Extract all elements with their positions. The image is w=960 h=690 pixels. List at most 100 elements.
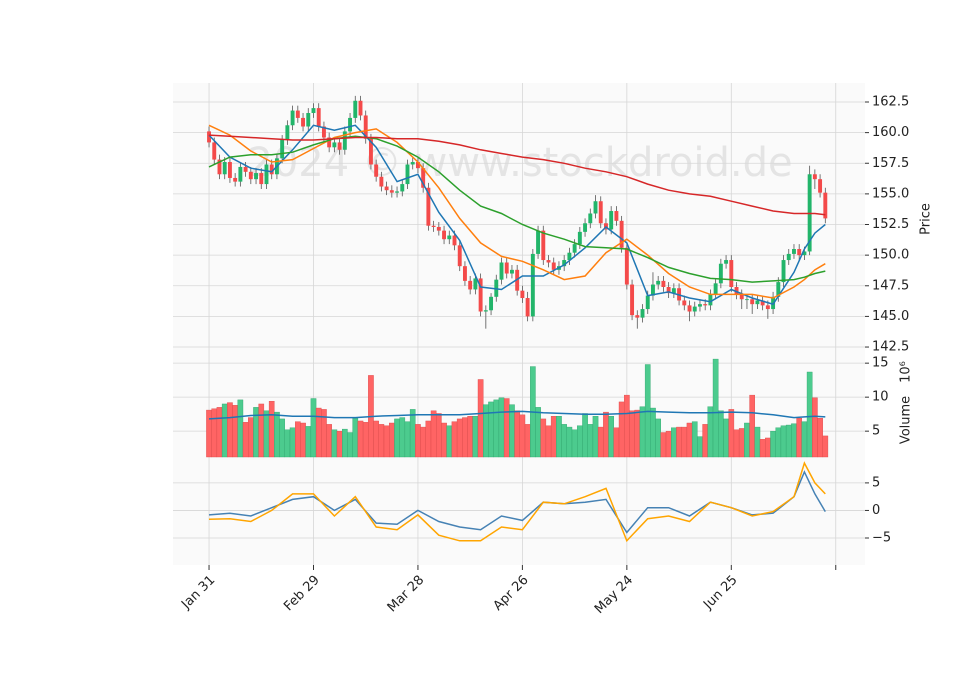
volume-bar <box>556 416 562 458</box>
volume-bar <box>582 413 588 458</box>
candle-body <box>421 168 426 188</box>
moving-average-line <box>208 124 826 299</box>
candle-body <box>254 173 258 180</box>
candle-body <box>666 287 671 294</box>
candle-body <box>818 179 823 193</box>
volume-bar <box>352 418 359 458</box>
volume-bar <box>707 406 714 458</box>
volume-bar <box>357 420 364 458</box>
volume-bar <box>216 407 223 458</box>
candle-body <box>635 315 640 318</box>
volume-bar <box>399 417 406 458</box>
candle-body <box>739 294 744 300</box>
volume-bar <box>441 422 447 458</box>
volume-bar <box>498 397 505 458</box>
candle-body <box>212 142 217 160</box>
candle-body <box>645 295 650 310</box>
volume-bar <box>561 424 567 458</box>
candle-body <box>745 299 749 301</box>
candle-body <box>562 260 567 267</box>
candle-body <box>729 260 734 287</box>
candle-body <box>509 269 514 274</box>
volume-bar <box>566 426 573 458</box>
volume-bar <box>618 401 625 458</box>
volume-bar <box>718 410 724 458</box>
volume-bar <box>780 425 787 458</box>
volume-bar <box>331 429 338 458</box>
candle-body <box>661 280 666 287</box>
volume-bar <box>749 394 756 458</box>
candle-body <box>321 126 326 138</box>
candle-body <box>718 263 723 284</box>
volume-bar <box>237 399 244 458</box>
volume-bar <box>728 409 735 458</box>
volume-bar <box>639 406 646 458</box>
volume-bar <box>519 414 526 458</box>
volume-bar <box>347 432 353 458</box>
volume-bar <box>248 417 254 458</box>
volume-bar <box>723 418 729 458</box>
candle-body <box>337 142 342 150</box>
x-tick-label: Jun 25 <box>700 573 740 613</box>
volume-bar <box>796 418 803 458</box>
volume-bar <box>415 424 421 458</box>
candle-body <box>207 131 211 143</box>
candle-body <box>410 162 415 165</box>
volume-bar <box>456 418 463 458</box>
volume-bar <box>451 421 458 458</box>
candle-body <box>536 230 541 254</box>
volume-average-line <box>208 410 826 420</box>
candle-body <box>290 110 295 126</box>
candle-body <box>698 304 702 307</box>
volume-bar <box>467 416 473 458</box>
volume-bar <box>206 409 212 458</box>
x-tick-label: Jan 31 <box>178 573 218 613</box>
candle-body <box>248 171 253 180</box>
volume-bar <box>603 411 609 458</box>
volume-bar <box>300 422 306 458</box>
volume-bar <box>712 358 719 458</box>
candle-body <box>316 108 321 127</box>
candle-body <box>468 280 473 290</box>
x-tick-label: Mar 28 <box>385 573 428 616</box>
candle-body <box>583 223 588 232</box>
candle-body <box>551 262 556 270</box>
candle-body <box>520 290 525 299</box>
candle-body <box>227 162 232 178</box>
oscillator-line <box>208 470 826 534</box>
volume-bar <box>812 397 818 458</box>
volume-bar <box>697 436 703 458</box>
candle-body <box>233 177 238 182</box>
candle-body <box>776 282 781 297</box>
candle-body <box>462 266 467 281</box>
volume-bar <box>665 430 672 458</box>
volume-bar <box>545 425 552 458</box>
y-tick-label: 142.5 <box>872 340 909 355</box>
volume-bar <box>409 409 416 458</box>
volume-bar <box>744 422 750 458</box>
volume-bar <box>383 425 390 458</box>
candle-body <box>609 211 614 230</box>
volume-bar <box>289 427 296 458</box>
volume-bar <box>373 420 379 458</box>
volume-bar <box>608 416 614 458</box>
candle-body <box>358 100 363 116</box>
candle-body <box>734 287 739 295</box>
volume-bar <box>342 428 348 458</box>
candle-body <box>400 184 405 192</box>
candle-body <box>792 249 796 254</box>
candle-body <box>624 247 629 285</box>
volume-bar <box>613 427 620 458</box>
volume-bar <box>806 371 813 458</box>
candle-body <box>483 310 488 312</box>
volume-bar <box>514 410 520 458</box>
volume-bar <box>362 422 369 458</box>
y-tick-label: 160.0 <box>872 125 909 140</box>
candle-body <box>348 117 353 132</box>
candle-body <box>546 260 551 263</box>
candle-body <box>692 306 697 312</box>
candle-body <box>577 231 582 245</box>
candle-body <box>311 108 316 114</box>
volume-bar <box>315 407 322 458</box>
y-tick-label: −5 <box>872 531 891 546</box>
